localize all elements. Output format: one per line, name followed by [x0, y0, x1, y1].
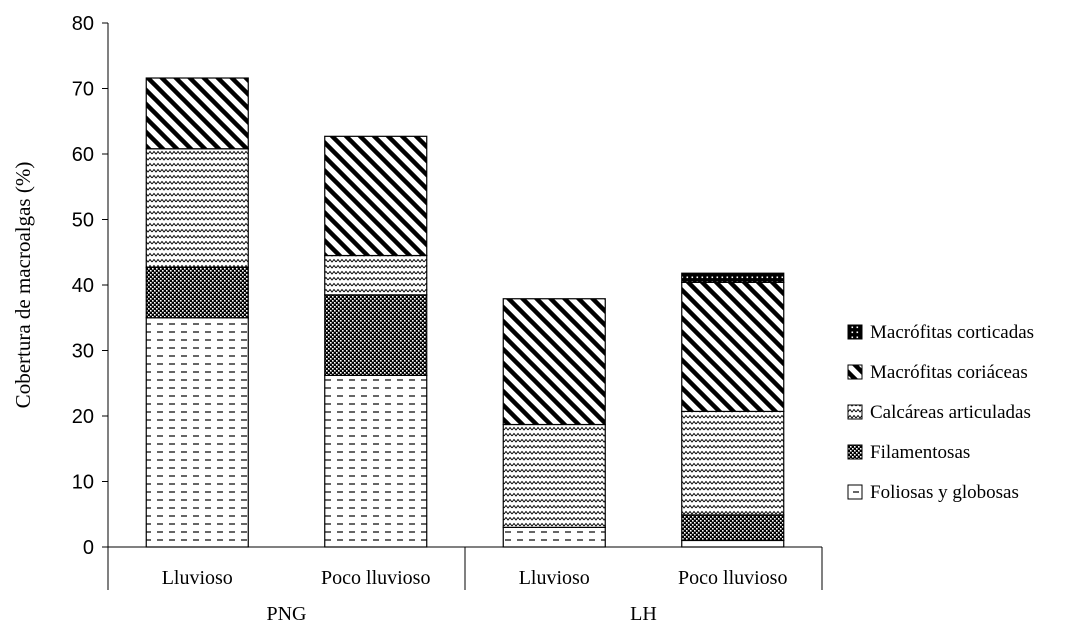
bar-segment	[681, 514, 785, 542]
legend: Macrófitas corticadas Macrófitas coriácea…	[847, 322, 1034, 503]
legend-label: Calcáreas articuladas	[870, 402, 1031, 423]
category-label: Lluvioso	[162, 567, 233, 589]
bar-segment	[681, 410, 785, 516]
bar-segment	[145, 317, 249, 548]
y-tick-label: 30	[72, 341, 94, 363]
legend-label: Macrófitas coriáceas	[870, 362, 1028, 383]
y-tick-label: 60	[72, 144, 94, 166]
x-axis-labels: Lluvioso Poco lluvioso Lluvioso Poco lluvio…	[107, 547, 823, 625]
legend-swatch	[847, 484, 863, 500]
bar-segment	[324, 254, 428, 296]
bar-segment	[502, 423, 606, 528]
y-tick-label: 80	[72, 13, 94, 35]
bar-segment	[502, 526, 606, 548]
legend-swatch	[847, 324, 863, 340]
category-label: Poco lluvioso	[321, 567, 430, 589]
legend-label: Macrófitas corticadas	[870, 322, 1034, 343]
bar-segment	[145, 77, 249, 150]
y-tick-label: 70	[72, 79, 94, 101]
legend-swatch	[847, 364, 863, 380]
legend-swatch	[847, 444, 863, 460]
y-tick-label: 10	[72, 472, 94, 494]
bar-segment	[681, 539, 785, 548]
y-axis-title: Cobertura de macroalgas (%)	[11, 162, 35, 409]
y-tick-label: 50	[72, 210, 94, 232]
bar-segment	[681, 272, 785, 283]
category-label: Poco lluvioso	[678, 567, 787, 589]
legend-label: Foliosas y globosas	[870, 482, 1019, 503]
bar-segment	[145, 148, 249, 268]
legend-swatch	[847, 404, 863, 420]
y-tick-label: 0	[83, 537, 94, 559]
group-label: LH	[630, 603, 657, 625]
bar-segment	[324, 294, 428, 376]
y-tick-label: 40	[72, 275, 94, 297]
bar-segment	[502, 298, 606, 426]
bar-segment	[324, 135, 428, 257]
legend-label: Filamentosas	[870, 442, 970, 463]
bar-segment	[145, 266, 249, 319]
bar-segment	[324, 374, 428, 548]
category-label: Lluvioso	[519, 567, 590, 589]
y-axis-ticks: 0 10 20 30 40 50 60 70 80	[72, 13, 108, 559]
group-label: PNG	[266, 603, 306, 625]
y-tick-label: 20	[72, 406, 94, 428]
bar-segments	[145, 77, 785, 548]
bar-segment	[681, 281, 785, 413]
